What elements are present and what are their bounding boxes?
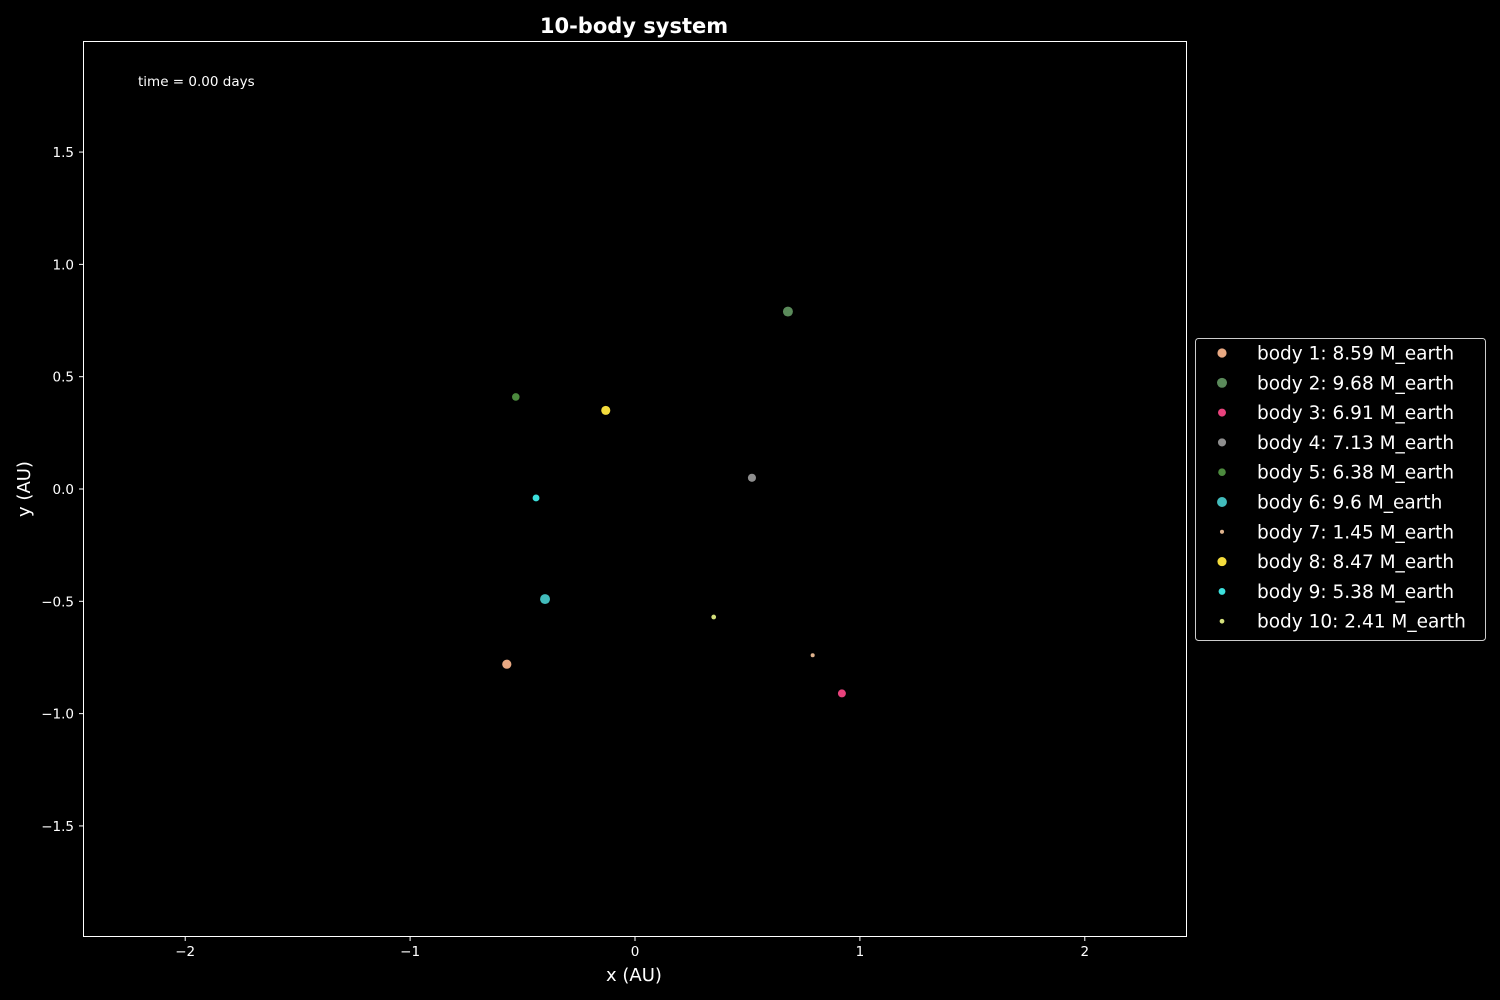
- y-axis-label: y (AU): [14, 461, 35, 517]
- x-axis: −2 −1 0 1 2: [175, 936, 1089, 960]
- plot-area: [83, 41, 1187, 937]
- legend-marker-body-3: [1218, 408, 1226, 417]
- bodies: [502, 306, 846, 698]
- legend-label-body-1: body 1: 8.59 M_earth: [1257, 344, 1454, 365]
- legend-marker-body-6: [1217, 497, 1227, 507]
- body-1-point: [502, 659, 512, 669]
- legend-label-body-5: body 5: 6.38 M_earth: [1257, 463, 1454, 484]
- legend-label-body-4: body 4: 7.13 M_earth: [1257, 433, 1454, 454]
- body-10-point: [711, 614, 717, 620]
- body-8-point: [601, 405, 611, 415]
- legend-marker-body-8: [1217, 557, 1227, 567]
- legend-label-body-3: body 3: 6.91 M_earth: [1257, 403, 1454, 424]
- y-tick-label: 0.0: [53, 482, 74, 498]
- y-tick-label: 1.5: [53, 145, 74, 161]
- x-tick-label: 0: [631, 944, 640, 960]
- body-2-point: [782, 306, 793, 317]
- x-axis-label: x (AU): [606, 965, 662, 986]
- x-tick-label: −2: [175, 944, 195, 960]
- body-4-point: [747, 473, 757, 482]
- y-tick-label: −1.0: [41, 707, 74, 723]
- x-tick-label: 1: [856, 944, 865, 960]
- body-5-point: [512, 393, 520, 401]
- time-annotation: time = 0.00 days: [138, 74, 255, 90]
- legend-label-body-10: body 10: 2.41 M_earth: [1257, 612, 1466, 633]
- legend-label-body-7: body 7: 1.45 M_earth: [1257, 522, 1454, 543]
- body-3-point: [837, 689, 846, 698]
- legend-marker-body-5: [1218, 468, 1226, 476]
- legend-label-body-9: body 9: 5.38 M_earth: [1257, 582, 1454, 603]
- legend-marker-body-4: [1217, 438, 1227, 447]
- legend-marker-body-7: [1219, 529, 1225, 534]
- legend-label-body-6: body 6: 9.6 M_earth: [1257, 493, 1442, 514]
- x-tick-label: −1: [400, 944, 420, 960]
- legend-marker-body-2: [1217, 377, 1227, 388]
- x-tick-label: 2: [1080, 944, 1089, 960]
- y-tick-label: 0.5: [53, 370, 74, 386]
- legend-marker-body-1: [1217, 348, 1227, 358]
- legend-label-body-2: body 2: 9.68 M_earth: [1257, 373, 1454, 394]
- y-tick-label: −0.5: [41, 594, 74, 610]
- body-6-point: [540, 594, 550, 605]
- y-tick-label: −1.5: [41, 819, 74, 835]
- y-tick-label: 1.0: [53, 257, 74, 273]
- legend-marker-body-10: [1219, 618, 1225, 624]
- legend-label-body-8: body 8: 8.47 M_earth: [1257, 552, 1454, 573]
- body-9-point: [532, 494, 540, 502]
- body-7-point: [810, 653, 815, 658]
- legend-marker-body-9: [1218, 587, 1226, 595]
- y-axis: −1.5 −1.0 −0.5 0.0 0.5 1.0 1.5: [41, 145, 84, 835]
- legend-frame: [1195, 338, 1486, 641]
- chart-title: 10-body system: [540, 14, 728, 38]
